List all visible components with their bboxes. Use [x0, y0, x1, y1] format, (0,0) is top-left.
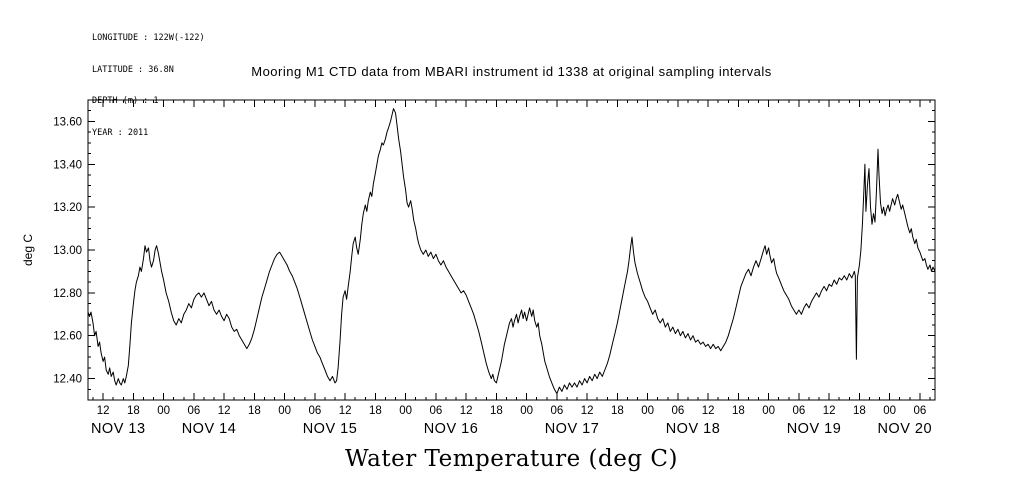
y-tick-label: 12.80	[53, 288, 82, 300]
x-tick-label: 12	[823, 405, 836, 417]
x-tick-label: 00	[641, 405, 654, 417]
year-label: YEAR : 2011	[92, 127, 149, 138]
metadata-block: LONGITUDE : 122W(-122) LATITUDE : 36.8N …	[92, 12, 205, 159]
x-day-label: NOV 19	[787, 421, 842, 437]
x-tick-label: 06	[913, 405, 926, 417]
x-tick-label: 06	[429, 405, 442, 417]
x-tick-label: 06	[187, 405, 200, 417]
plot-frame	[87, 99, 936, 401]
x-tick-label: 18	[248, 405, 261, 417]
x-tick-label: 12	[218, 405, 231, 417]
x-tick-label: 06	[671, 405, 684, 417]
longitude-label: LONGITUDE : 122W(-122)	[92, 33, 205, 43]
x-tick-label: 00	[399, 405, 412, 417]
x-tick-label: 18	[732, 405, 745, 417]
x-tick-label: 00	[157, 405, 170, 417]
x-day-label: NOV 16	[424, 421, 479, 437]
depth-label: DEPTH (m) : 1	[92, 96, 159, 106]
y-tick-label: 13.20	[53, 202, 82, 214]
y-tick-label: 12.60	[53, 331, 82, 343]
latitude-label: LATITUDE : 36.8N	[92, 64, 174, 75]
x-day-label: NOV 15	[303, 421, 358, 437]
x-tick-label: 06	[550, 405, 563, 417]
series-line	[87, 108, 936, 395]
x-tick-label: 18	[853, 405, 866, 417]
x-tick-label: 06	[792, 405, 805, 417]
x-tick-label: 12	[581, 405, 594, 417]
chart-title: Mooring M1 CTD data from MBARI instrumen…	[251, 64, 772, 79]
x-tick-label: 00	[278, 405, 291, 417]
x-tick-label: 12	[460, 405, 473, 417]
y-tick-label: 12.40	[53, 374, 82, 386]
x-tick-label: 12	[702, 405, 715, 417]
x-day-label: NOV 17	[545, 421, 600, 437]
x-tick-label: 12	[339, 405, 352, 417]
x-tick-label: 18	[369, 405, 382, 417]
x-day-label: NOV 18	[666, 421, 721, 437]
x-tick-label: 18	[611, 405, 624, 417]
x-tick-label: 00	[883, 405, 896, 417]
y-axis-label: deg C	[21, 233, 35, 267]
x-day-label: NOV 14	[182, 421, 237, 437]
x-day-label: NOV 20	[877, 421, 932, 437]
x-tick-label: 18	[127, 405, 140, 417]
y-tick-label: 13.60	[53, 116, 82, 128]
x-axis-title: Water Temperature (deg C)	[345, 446, 678, 472]
x-tick-label: 06	[308, 405, 321, 417]
x-day-label: NOV 13	[91, 421, 146, 437]
y-tick-label: 13.40	[53, 159, 82, 171]
y-tick-label: 13.00	[53, 245, 82, 257]
x-tick-label: 00	[520, 405, 533, 417]
x-tick-label: 18	[490, 405, 503, 417]
x-tick-label: 12	[97, 405, 110, 417]
x-tick-label: 00	[762, 405, 775, 417]
